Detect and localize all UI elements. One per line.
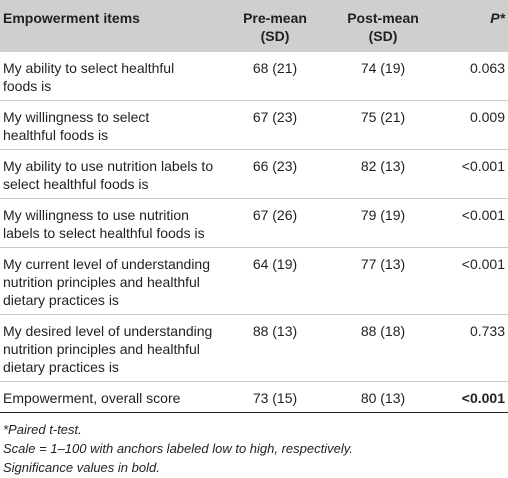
row-item-label: My desired level of understanding nutrit… bbox=[0, 315, 222, 382]
pre-mean-cell: 66 (23) bbox=[252, 158, 298, 174]
footnote-significance: Significance values in bold. bbox=[3, 460, 160, 475]
post-mean-cell: 88 (18) bbox=[360, 323, 406, 339]
pre-mean-cell: 73 (15) bbox=[252, 390, 298, 406]
post-mean-cell: 77 (13) bbox=[360, 256, 406, 272]
p-value-cell: 0.009 bbox=[469, 109, 505, 125]
item-line: My desired level of understanding bbox=[3, 323, 213, 339]
footnote-paired-t-test: *Paired t-test. bbox=[3, 422, 82, 437]
row-item-label: My current level of understanding nutrit… bbox=[0, 248, 222, 315]
item-line: My current level of understanding bbox=[3, 256, 210, 272]
item-line: dietary practices is bbox=[3, 292, 119, 308]
item-line: dietary practices is bbox=[3, 359, 119, 375]
row-item-label: My ability to select healthful foods is bbox=[0, 52, 222, 101]
table-row: My willingness to select healthful foods… bbox=[0, 101, 508, 150]
table-row: My desired level of understanding nutrit… bbox=[0, 315, 508, 382]
post-mean-cell: 82 (13) bbox=[360, 158, 406, 174]
p-value-cell: 0.063 bbox=[469, 60, 505, 76]
row-item-label: Empowerment, overall score bbox=[0, 382, 222, 413]
row-item-label: My willingness to use nutrition labels t… bbox=[0, 199, 222, 248]
post-mean-cell: 80 (13) bbox=[360, 390, 406, 406]
table-row: My willingness to use nutrition labels t… bbox=[0, 199, 508, 248]
header-pre-mean-line2: (SD) bbox=[260, 28, 290, 44]
item-line: nutrition principles and healthful bbox=[3, 341, 200, 357]
table-row: My ability to select healthful foods is … bbox=[0, 52, 508, 101]
header-post-mean-line2: (SD) bbox=[368, 28, 398, 44]
item-line: healthful foods is bbox=[3, 127, 109, 143]
p-value-cell: <0.001 bbox=[461, 158, 505, 174]
p-value-cell-significant: <0.001 bbox=[461, 390, 505, 406]
table-header: Empowerment items Pre-mean (SD) Post-mea… bbox=[0, 0, 508, 52]
header-p-value: P* bbox=[490, 10, 505, 26]
header-post-mean: Post-mean (SD) bbox=[328, 0, 438, 52]
item-line: foods is bbox=[3, 78, 52, 94]
table-row-overall: Empowerment, overall score 73 (15) 80 (1… bbox=[0, 382, 508, 413]
table-footnotes: *Paired t-test. Scale = 1–100 with ancho… bbox=[3, 420, 353, 477]
pre-mean-cell: 67 (26) bbox=[252, 207, 298, 223]
table-row: My current level of understanding nutrit… bbox=[0, 248, 508, 315]
item-line: Empowerment, overall score bbox=[3, 390, 181, 406]
item-line: My willingness to use nutrition bbox=[3, 207, 189, 223]
table-row: My ability to use nutrition labels to se… bbox=[0, 150, 508, 199]
item-line: select healthful foods is bbox=[3, 176, 149, 192]
header-pre-mean: Pre-mean (SD) bbox=[222, 0, 328, 52]
row-item-label: My willingness to select healthful foods… bbox=[0, 101, 222, 150]
table-body: My ability to select healthful foods is … bbox=[0, 52, 508, 413]
item-line: labels to select healthful foods is bbox=[3, 225, 205, 241]
header-empowerment-items: Empowerment items bbox=[3, 10, 140, 26]
post-mean-cell: 79 (19) bbox=[360, 207, 406, 223]
p-value-cell: <0.001 bbox=[461, 207, 505, 223]
p-value-cell: 0.733 bbox=[469, 323, 505, 339]
header-post-mean-line1: Post-mean bbox=[347, 10, 419, 26]
pre-mean-cell: 88 (13) bbox=[252, 323, 298, 339]
item-line: nutrition principles and healthful bbox=[3, 274, 200, 290]
post-mean-cell: 74 (19) bbox=[360, 60, 406, 76]
row-item-label: My ability to use nutrition labels to se… bbox=[0, 150, 222, 199]
pre-mean-cell: 67 (23) bbox=[252, 109, 298, 125]
pre-mean-cell: 64 (19) bbox=[252, 256, 298, 272]
header-row: Empowerment items Pre-mean (SD) Post-mea… bbox=[0, 0, 508, 52]
post-mean-cell: 75 (21) bbox=[360, 109, 406, 125]
pre-mean-cell: 68 (21) bbox=[252, 60, 298, 76]
footnote-scale: Scale = 1–100 with anchors labeled low t… bbox=[3, 441, 353, 456]
item-line: My ability to use nutrition labels to bbox=[3, 158, 214, 174]
item-line: My willingness to select bbox=[3, 109, 150, 125]
p-value-cell: <0.001 bbox=[461, 256, 505, 272]
item-line: My ability to select healthful bbox=[3, 60, 175, 76]
empowerment-table: Empowerment items Pre-mean (SD) Post-mea… bbox=[0, 0, 508, 413]
header-pre-mean-line1: Pre-mean bbox=[243, 10, 307, 26]
